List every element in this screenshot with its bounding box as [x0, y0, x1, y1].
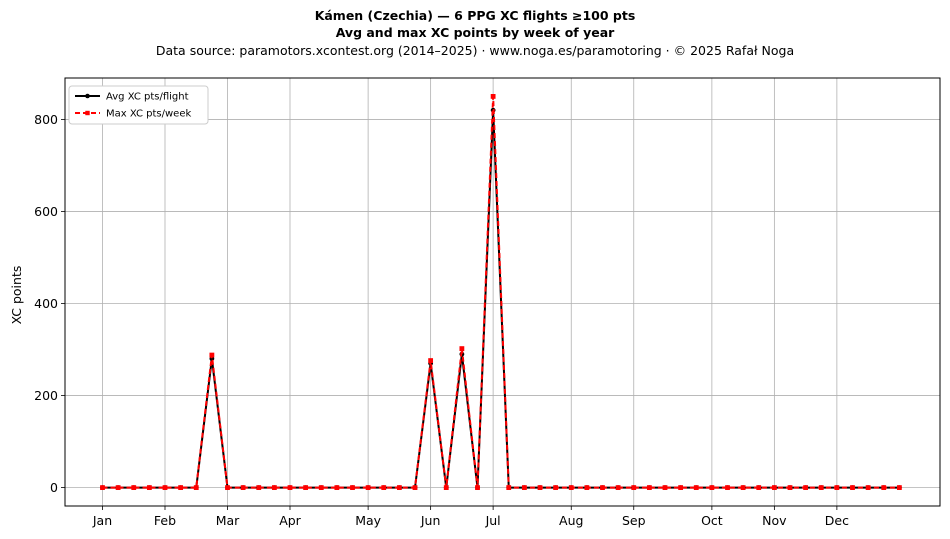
x-tick-label: Feb — [154, 513, 176, 528]
data-point-max — [193, 485, 199, 490]
series-line-0 — [102, 109, 900, 489]
data-point-max — [412, 485, 418, 490]
data-point-max — [693, 485, 699, 490]
data-point-max — [584, 485, 590, 490]
data-point-max — [490, 94, 496, 99]
data-point-max — [521, 485, 527, 490]
x-tick-label: Oct — [701, 513, 723, 528]
data-point-max — [881, 485, 887, 490]
x-tick-label: Apr — [279, 513, 301, 528]
series-line-1 — [102, 95, 900, 489]
data-point-max — [162, 485, 168, 490]
data-point-max — [381, 485, 387, 490]
chart-subtitle: Avg and max XC points by week of year — [335, 25, 615, 40]
data-point-max — [834, 485, 840, 490]
data-point-max — [896, 485, 902, 490]
grid-lines — [65, 78, 940, 506]
y-tick-label: 0 — [50, 480, 58, 495]
data-point-max — [803, 485, 809, 490]
y-tick-label: 600 — [34, 204, 58, 219]
y-axis-label: XC points — [9, 266, 24, 325]
data-point-max — [631, 485, 637, 490]
chart-title: Kámen (Czechia) — 6 PPG XC flights ≥100 … — [314, 8, 636, 23]
data-point-max — [396, 485, 402, 490]
data-point-max — [115, 485, 121, 490]
data-point-max — [209, 352, 215, 358]
data-point-max — [771, 485, 777, 490]
plot-frame — [64, 77, 941, 507]
data-point-max — [725, 485, 730, 490]
x-tick-label: Jun — [420, 513, 441, 528]
legend-box — [68, 85, 209, 125]
data-point-max — [600, 485, 605, 490]
y-tick-label: 200 — [34, 388, 58, 403]
x-tick-label: Jul — [485, 513, 501, 528]
series-layer — [100, 94, 902, 490]
data-point-max — [225, 485, 230, 490]
data-point-max — [568, 485, 574, 490]
data-point-max — [615, 485, 621, 490]
data-point-max — [740, 485, 746, 490]
data-point-max — [256, 485, 262, 490]
data-point-max — [662, 485, 668, 490]
data-point-max — [131, 485, 137, 490]
data-point-max — [334, 485, 340, 490]
data-point-max — [818, 485, 824, 490]
data-point-max — [178, 485, 184, 490]
data-point-max — [506, 485, 512, 490]
data-point-max — [850, 485, 855, 490]
x-tick-label: Nov — [762, 513, 787, 528]
data-source-line: Data source: paramotors.xcontest.org (20… — [155, 43, 795, 58]
data-point-max — [240, 485, 246, 490]
x-tick-label: Aug — [559, 513, 583, 528]
x-tick-label: Dec — [825, 513, 849, 528]
data-point-max — [756, 485, 762, 490]
data-point-max — [350, 485, 355, 490]
y-tick-label: 400 — [34, 296, 58, 311]
data-point-max — [287, 485, 293, 490]
x-tick-label: Mar — [216, 513, 240, 528]
x-tick-label: Sep — [622, 513, 646, 528]
data-point-max — [365, 485, 371, 490]
x-tick-label: May — [355, 513, 381, 528]
x-tick-label: Jan — [92, 513, 112, 528]
data-point-max — [646, 485, 652, 490]
legend-label-max: Max XC pts/week — [106, 109, 191, 120]
data-point-max — [271, 485, 277, 490]
data-point-max — [303, 485, 309, 490]
data-point-max — [428, 358, 434, 363]
data-point-max — [553, 485, 559, 490]
data-point-max — [100, 485, 105, 490]
data-point-max — [146, 485, 152, 490]
axes: Jan Feb Mar Apr May Jun Jul Aug Sep Oct Nov Dec 0 200… — [34, 112, 849, 528]
data-point-max — [709, 485, 715, 490]
data-point-max — [459, 346, 465, 352]
data-point-max — [475, 485, 480, 490]
data-point-max — [787, 485, 793, 490]
data-point-max — [443, 485, 449, 490]
legend: Avg XC pts/flight Max XC pts/week — [68, 85, 209, 125]
data-point-max — [318, 485, 324, 490]
data-point-max — [537, 485, 543, 490]
data-point-max — [678, 485, 684, 490]
legend-marker-max — [85, 110, 90, 116]
data-point-max — [865, 485, 871, 490]
y-tick-label: 800 — [34, 112, 58, 127]
legend-marker-avg — [85, 93, 90, 99]
legend-label-avg: Avg XC pts/flight — [106, 92, 189, 103]
